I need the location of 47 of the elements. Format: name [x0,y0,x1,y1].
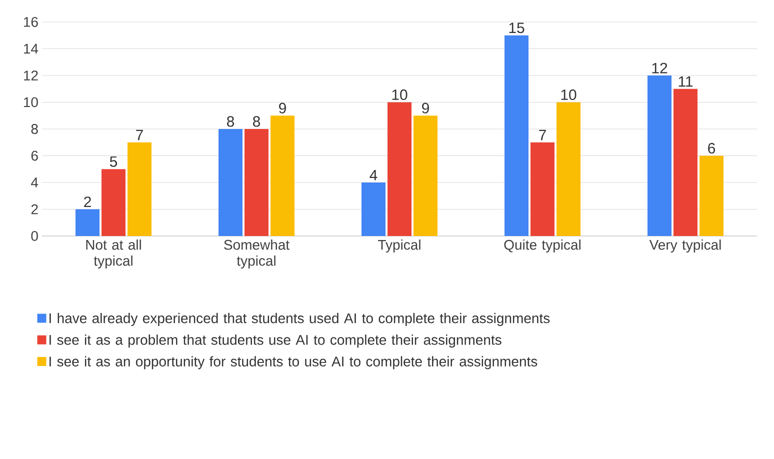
legend-label: I see it as an opportunity for students to use AI to complete their assignments [50,356,538,370]
x-tick-label: Not at all typical [86,240,141,269]
y-tick-label: 8 [31,124,38,134]
data-label: 5 [110,156,118,167]
y-tick-label: 12 [24,70,38,80]
data-label: 12 [652,62,668,74]
x-tick-label: Very typical [649,240,721,253]
data-label: 7 [136,130,143,140]
y-tick-label: 10 [24,97,38,108]
data-label: 10 [561,89,576,100]
data-label: 4 [370,170,378,180]
data-label: 2 [84,196,91,208]
bar [388,102,412,236]
bar [76,209,100,236]
x-tick-label: Typical [378,240,420,253]
bar [128,142,152,236]
data-label: 9 [279,102,286,114]
bar [244,128,269,236]
bar [504,35,529,236]
data-label: 10 [392,89,408,100]
data-label: 7 [539,130,546,140]
data-label: 11 [678,76,693,87]
y-tick-label: 16 [24,17,38,27]
y-tick-label: 4 [31,178,38,188]
y-tick-label: 6 [31,150,38,161]
x-tick-label: Quite typical [504,240,580,253]
bar [414,116,438,236]
y-tick-label: 2 [31,204,38,214]
data-label: 6 [708,142,716,154]
bar [674,88,698,236]
bar [362,182,386,236]
y-tick-label: 0 [31,231,38,241]
bar [102,169,126,236]
bar [530,142,555,236]
data-label: 8 [252,116,260,127]
bar [218,128,243,236]
legend-label: I see it as a problem that students use AI to complete their assignments [50,334,502,348]
bar [648,75,672,236]
data-label: 8 [226,116,234,127]
legend-label: I have already experienced that students used AI to complete their assignments [50,312,550,326]
x-tick-label: Somewhat typical [224,240,290,269]
data-label: 15 [509,22,524,34]
data-label: 9 [422,102,429,114]
bar [700,156,724,236]
bar [556,102,581,236]
bar [270,116,295,236]
y-tick-label: 14 [24,44,38,54]
